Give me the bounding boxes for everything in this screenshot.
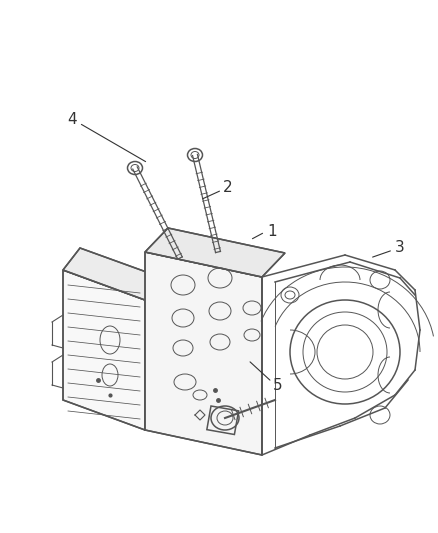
Polygon shape — [63, 248, 163, 300]
Polygon shape — [145, 228, 285, 277]
Text: 4: 4 — [67, 112, 77, 127]
Text: 2: 2 — [223, 181, 233, 196]
Bar — [207, 406, 239, 434]
Polygon shape — [145, 252, 262, 455]
Text: 3: 3 — [395, 240, 405, 255]
Text: 1: 1 — [267, 224, 277, 239]
Polygon shape — [63, 270, 145, 430]
Polygon shape — [145, 278, 163, 430]
Text: 5: 5 — [273, 377, 283, 392]
